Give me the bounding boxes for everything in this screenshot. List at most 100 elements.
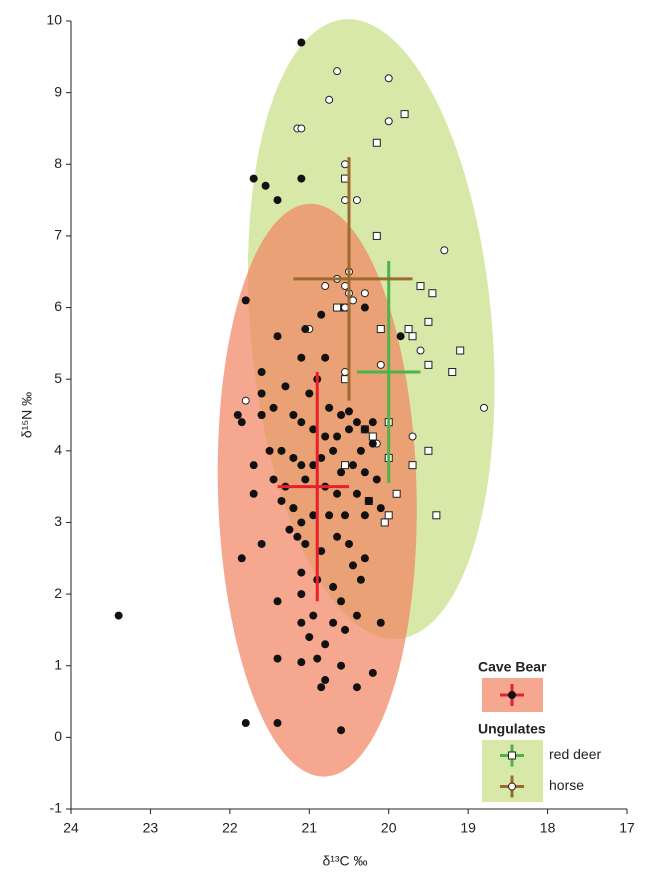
point <box>249 461 258 470</box>
point <box>249 489 258 498</box>
y-tick-label: -1 <box>50 800 63 816</box>
point <box>241 396 250 405</box>
point <box>317 453 326 462</box>
point <box>325 403 334 412</box>
point <box>352 418 361 427</box>
y-tick-label: 5 <box>54 370 62 386</box>
point <box>277 496 286 505</box>
x-tick-label: 19 <box>460 820 476 836</box>
point <box>352 683 361 692</box>
point <box>301 539 310 548</box>
legend-group-title: Cave Bear <box>478 659 547 675</box>
point <box>341 303 350 312</box>
point <box>257 411 266 419</box>
point <box>241 296 250 305</box>
point <box>293 532 302 541</box>
point <box>368 418 377 427</box>
point <box>408 332 417 341</box>
point <box>372 138 381 147</box>
point <box>348 296 357 305</box>
point <box>424 360 433 369</box>
point <box>352 196 361 205</box>
point <box>305 389 314 398</box>
point <box>372 231 381 240</box>
point <box>352 489 361 498</box>
y-tick-label: 7 <box>54 227 62 243</box>
point <box>289 411 298 419</box>
legend-marker <box>508 691 516 699</box>
point <box>341 174 350 183</box>
point <box>352 611 361 620</box>
point <box>360 554 369 563</box>
point <box>297 518 306 527</box>
point <box>257 368 266 377</box>
point <box>301 325 310 334</box>
point <box>432 511 441 520</box>
point <box>317 310 326 319</box>
point <box>333 67 342 76</box>
point <box>360 425 369 434</box>
y-axis-title: δ¹⁵N ‰ <box>19 392 35 438</box>
point <box>277 446 286 455</box>
point <box>348 461 357 470</box>
point <box>341 375 350 384</box>
point <box>341 461 350 470</box>
point <box>360 303 369 312</box>
point <box>376 504 385 513</box>
point <box>480 403 489 412</box>
point <box>269 475 278 484</box>
point <box>285 525 294 534</box>
point <box>364 496 373 505</box>
point <box>380 518 389 527</box>
y-tick-label: 2 <box>54 585 62 601</box>
point <box>341 625 350 634</box>
y-tick-label: 6 <box>54 298 62 314</box>
point <box>337 468 346 477</box>
legend-marker <box>508 751 516 760</box>
point <box>333 303 342 312</box>
point <box>237 418 246 427</box>
point <box>337 726 346 735</box>
point <box>333 532 342 541</box>
point <box>309 425 318 434</box>
x-axis-title: δ¹³C ‰ <box>322 853 367 869</box>
x-tick-label: 17 <box>619 820 635 836</box>
y-tick-label: 1 <box>54 656 62 672</box>
point <box>368 432 377 441</box>
y-tick-label: 8 <box>54 155 62 171</box>
point <box>341 282 350 291</box>
point <box>337 661 346 670</box>
point <box>372 475 381 484</box>
point <box>269 403 278 412</box>
point <box>297 418 306 427</box>
point <box>404 325 413 334</box>
point <box>297 124 306 133</box>
point <box>273 719 282 728</box>
point <box>384 74 393 83</box>
point <box>396 332 405 341</box>
point <box>309 461 318 470</box>
y-tick-label: 0 <box>54 728 62 744</box>
point <box>337 411 346 419</box>
point <box>297 461 306 470</box>
point <box>341 196 350 205</box>
point <box>237 554 246 563</box>
y-tick-label: 9 <box>54 83 62 99</box>
point <box>309 511 318 520</box>
point <box>408 461 417 470</box>
point <box>233 411 242 419</box>
point <box>368 668 377 677</box>
point <box>428 289 437 298</box>
point <box>321 282 330 291</box>
point <box>241 719 250 728</box>
point <box>337 597 346 606</box>
point <box>360 511 369 520</box>
x-tick-label: 21 <box>301 820 317 836</box>
point <box>297 658 306 667</box>
point <box>456 346 465 355</box>
point <box>329 582 338 591</box>
point <box>408 432 417 441</box>
point <box>424 446 433 455</box>
point <box>384 511 393 520</box>
